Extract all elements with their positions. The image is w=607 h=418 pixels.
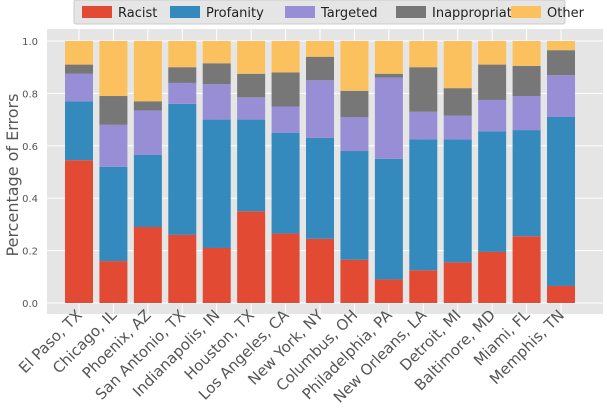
bar-segment-targeted: [512, 96, 541, 131]
bar-segment-inappropriate: [99, 96, 128, 125]
bar-segment-inappropriate: [443, 88, 472, 116]
legend-swatch: [82, 6, 112, 18]
bar-segment-targeted: [168, 82, 197, 104]
legend-swatch: [511, 6, 541, 18]
bar-segment-profanity: [271, 132, 300, 234]
bar-segment-inappropriate: [202, 63, 231, 85]
bar-segment-targeted: [409, 111, 438, 140]
bar-segment-racist: [409, 270, 438, 303]
bar-segment-profanity: [478, 131, 507, 252]
bar-segment-other: [99, 41, 128, 97]
legend: Racist Profanity Targeted Inappropriate Othe…: [73, 0, 585, 25]
bar-segment-racist: [478, 251, 507, 303]
bar-segment-other: [306, 41, 335, 57]
bar-segment-other: [133, 41, 162, 102]
bar-segment-targeted: [133, 110, 162, 155]
bar-segment-profanity: [374, 158, 403, 280]
bar-segment-racist: [374, 279, 403, 303]
bar-segment-racist: [237, 211, 266, 303]
bar-segment-targeted: [99, 124, 128, 167]
bar-segment-other: [202, 41, 231, 64]
legend-label: Other: [547, 6, 585, 21]
bar-segment-other: [512, 41, 541, 66]
bar-segment-targeted: [443, 115, 472, 140]
bar-segment-other: [237, 41, 266, 74]
bar-segment-inappropriate: [409, 67, 438, 112]
bar-segment-racist: [202, 247, 231, 303]
bar-segment-other: [168, 41, 197, 68]
y-tick-label: 1.0: [22, 37, 38, 48]
y-tick-label: 0.2: [22, 247, 38, 258]
bar-segment-inappropriate: [306, 56, 335, 81]
bar-segment-other: [340, 41, 369, 91]
bar-segment-targeted: [374, 77, 403, 159]
bar-segment-inappropriate: [340, 90, 369, 117]
bar-segment-targeted: [340, 116, 369, 152]
bar-segment-inappropriate: [374, 73, 403, 78]
bar-segment-racist: [443, 262, 472, 303]
bar-segment-racist: [65, 160, 93, 303]
bar-segment-racist: [340, 259, 369, 303]
bar-segment-profanity: [409, 139, 438, 271]
bar-segment-other: [65, 41, 93, 65]
legend-label: Racist: [118, 6, 157, 21]
bar-segment-profanity: [202, 119, 231, 248]
bar-segment-profanity: [133, 154, 162, 228]
bar-segment-inappropriate: [237, 73, 266, 98]
bar-segment-other: [478, 41, 507, 65]
bar-segment-other: [547, 41, 576, 51]
bar-segment-inappropriate: [65, 64, 93, 74]
legend-label: Targeted: [320, 6, 377, 21]
y-axis-label: Percentage of Errors: [3, 94, 22, 257]
legend-label: Inappropriate: [432, 6, 520, 21]
bar-segment-racist: [168, 234, 197, 303]
y-tick-label: 0.4: [22, 194, 38, 205]
bar-segment-other: [271, 41, 300, 73]
bar-segment-racist: [547, 285, 576, 303]
bar-segment-profanity: [237, 119, 266, 212]
bar-segment-racist: [512, 236, 541, 303]
bar-segment-targeted: [547, 75, 576, 117]
bar-segment-racist: [133, 227, 162, 303]
bar-segment-targeted: [271, 106, 300, 133]
y-tick-label: 0.8: [22, 89, 38, 100]
bar-segment-inappropriate: [478, 64, 507, 100]
bar-segment-profanity: [306, 137, 335, 239]
legend-swatch: [170, 6, 200, 18]
bar-segment-profanity: [168, 103, 197, 235]
bar-segment-inappropriate: [168, 67, 197, 83]
bar-segment-profanity: [99, 166, 128, 262]
legend-swatch: [285, 6, 315, 18]
bar-segment-profanity: [340, 151, 369, 260]
bar-segment-inappropriate: [271, 72, 300, 107]
bar-segment-targeted: [237, 97, 266, 120]
y-tick-label: 0.6: [22, 142, 38, 153]
bar-segment-racist: [271, 233, 300, 303]
bar-segment-profanity: [547, 116, 576, 286]
bar-segment-targeted: [478, 99, 507, 132]
legend-label: Profanity: [206, 6, 264, 21]
bars: [65, 41, 576, 303]
bar-segment-racist: [99, 261, 128, 303]
bar-segment-profanity: [65, 101, 93, 161]
bar-segment-inappropriate: [512, 65, 541, 97]
bar-segment-profanity: [512, 130, 541, 237]
bar-segment-other: [409, 41, 438, 68]
bar-segment-targeted: [202, 84, 231, 120]
legend-swatch: [396, 6, 426, 18]
bar-segment-targeted: [65, 73, 93, 102]
y-axis-ticks: 0.0 0.2 0.4 0.6 0.8 1.0: [22, 37, 38, 310]
bar-segment-other: [374, 41, 403, 74]
bar-segment-profanity: [443, 139, 472, 263]
bar-segment-racist: [306, 238, 335, 303]
bar-segment-targeted: [306, 80, 335, 138]
bar-segment-other: [443, 41, 472, 89]
bar-segment-inappropriate: [547, 50, 576, 76]
y-tick-label: 0.0: [22, 299, 38, 310]
bar-segment-inappropriate: [133, 101, 162, 111]
